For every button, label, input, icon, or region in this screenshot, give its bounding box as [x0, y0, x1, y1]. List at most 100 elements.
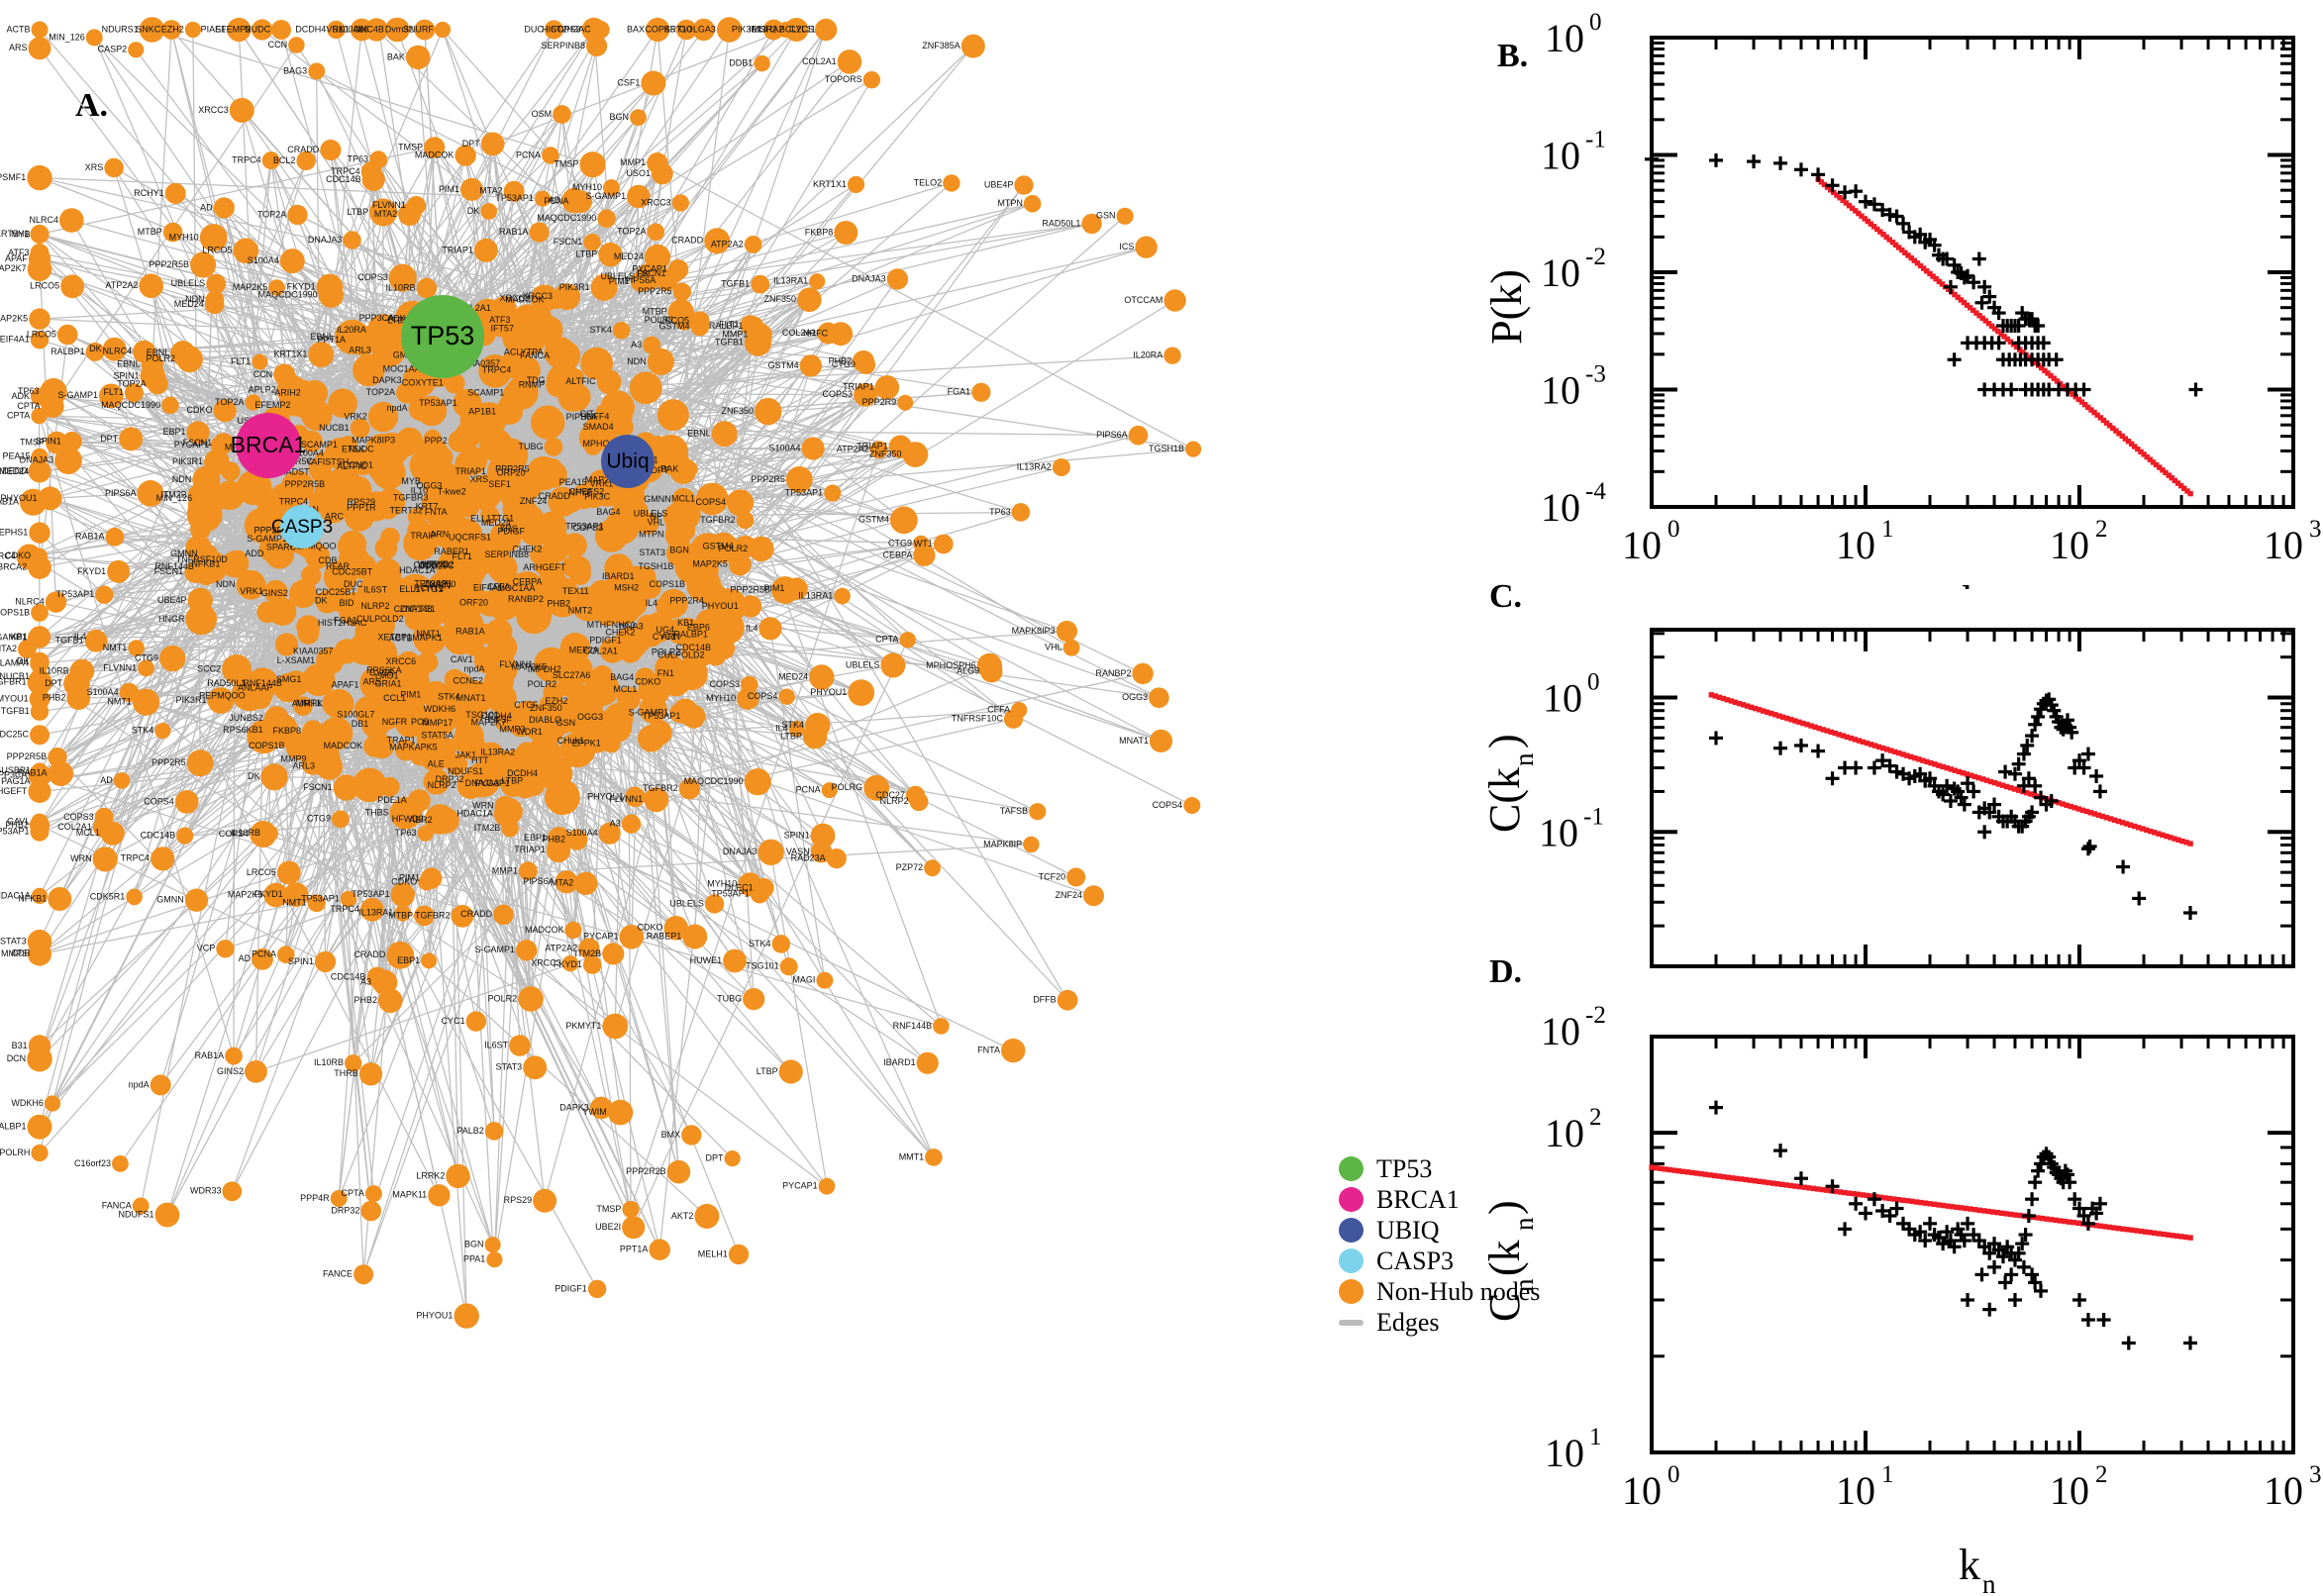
legend-label: BRCA1	[1376, 1184, 1460, 1214]
network-node	[544, 20, 564, 40]
network-node-label: BGN	[609, 112, 629, 122]
network-node-label: FANCA	[102, 1200, 132, 1210]
network-node	[28, 37, 51, 60]
network-node-label: FANCE	[323, 1269, 353, 1279]
network-node-label: NDUFS1	[448, 766, 483, 776]
network-graph: ARL3 npdA TP53AP1 SCAMP1 NLRP2 MOC1AA KIAA0357…	[0, 17, 1202, 1329]
network-node-label: ARHGEFT	[523, 562, 566, 572]
network-node-label: PHB2	[547, 598, 570, 608]
legend-color-swatch	[1339, 1279, 1364, 1304]
network-node	[716, 17, 743, 43]
network-node	[268, 597, 297, 626]
network-node-label: PCNA	[796, 784, 821, 794]
network-node	[854, 382, 877, 407]
network-node	[444, 576, 469, 603]
network-node	[457, 446, 488, 476]
network-node-label: OGG3	[416, 480, 442, 490]
network-node-label: GINS2	[261, 588, 288, 598]
network-node-label: NLRC4	[0, 551, 16, 561]
network-node-label: DCDH4	[507, 768, 538, 778]
network-node-label: TP63	[18, 386, 40, 396]
network-node-label: IL4	[775, 723, 788, 733]
network-node-label: CDC14B	[141, 831, 176, 841]
y-axis-label: P(k)	[1482, 269, 1531, 345]
network-node	[161, 20, 182, 40]
network-node	[132, 688, 160, 716]
legend-color-swatch	[1339, 1248, 1364, 1273]
network-node-label: L-XSAM1	[277, 655, 316, 665]
network-node	[417, 825, 434, 842]
hub-node-ubiq[interactable]	[601, 435, 655, 488]
hub-node-casp3[interactable]	[280, 505, 324, 549]
network-node-label: ATP2A2	[711, 239, 744, 249]
network-node	[1062, 639, 1080, 656]
network-node-label: TRPC4	[482, 364, 512, 374]
network-node-label: PHB2	[43, 692, 66, 702]
network-node-label: DNAJA3	[465, 778, 500, 788]
network-node	[416, 395, 448, 427]
network-node-label: PHYOU1	[0, 493, 37, 503]
plot-frame	[1650, 36, 2295, 509]
network-node	[466, 474, 503, 511]
network-node-label: LRCO5	[202, 246, 232, 255]
network-node	[186, 421, 210, 445]
network-node-label: CASP2	[98, 45, 128, 54]
network-node-label: COL2A1	[456, 303, 491, 313]
network-node	[561, 955, 579, 972]
legend-item-tp53: TP53	[1339, 1153, 1540, 1184]
hub-node-brca1[interactable]	[236, 413, 301, 478]
network-node-label: STAT3	[639, 548, 665, 557]
network-node	[428, 1184, 451, 1207]
network-node-label: EBP1	[162, 427, 185, 437]
network-node	[245, 1060, 267, 1083]
network-node-label: ATP2A2	[837, 445, 869, 454]
network-node-label: DPT	[45, 678, 63, 688]
network-node-label: S100A4	[566, 828, 598, 838]
network-node-label: CDKO	[637, 923, 662, 933]
network-node	[778, 1059, 803, 1084]
hub-node-tp53[interactable]	[401, 295, 484, 378]
plot-frame	[1650, 628, 2295, 968]
network-node-label: HDAC1A	[0, 890, 31, 900]
network-node	[596, 369, 622, 395]
network-node-label: XRCC3	[499, 293, 530, 303]
network-node-label: GUSBP1	[0, 765, 31, 775]
network-node-label: MTA2	[374, 209, 397, 219]
network-node-label: XRS	[499, 524, 518, 534]
network-node	[1163, 347, 1181, 364]
network-node	[1116, 207, 1134, 225]
network-node-label: S100A4	[248, 255, 279, 265]
network-node	[308, 62, 326, 80]
network-node	[31, 762, 49, 779]
network-node-label: TGFB1	[55, 636, 84, 646]
network-node	[288, 579, 318, 609]
network-node	[345, 1054, 362, 1072]
network-node-label: A3	[610, 819, 621, 829]
network-node-label: COL2A1	[57, 822, 92, 832]
network-node-label: XRCC3	[198, 105, 229, 115]
network-node-label: PPP2R5B	[149, 259, 189, 269]
network-node-label: IL4	[74, 632, 87, 642]
network-node	[137, 480, 164, 507]
network-node	[667, 259, 689, 280]
network-node	[810, 841, 833, 863]
network-node	[92, 847, 118, 872]
network-node-label: XRCC3	[641, 197, 671, 207]
network-node-label: RNF144B	[243, 678, 282, 688]
network-node	[176, 827, 194, 845]
network-node	[599, 577, 628, 607]
network-node-label: OGG3	[577, 712, 603, 722]
network-node-label: UBLELS	[600, 271, 635, 281]
network-node	[105, 527, 125, 547]
network-node-label: COPS3	[551, 24, 581, 34]
network-node-label: PDE1A	[377, 795, 407, 805]
network-node	[671, 194, 690, 212]
network-node-label: TP53AP1	[301, 893, 340, 903]
network-node	[916, 1051, 939, 1074]
network-node-label: DEDD	[2, 465, 28, 475]
network-node-label: RPS6KA	[366, 665, 402, 675]
network-node	[213, 433, 235, 454]
hub-label-ubiq: Ubiq	[606, 450, 649, 473]
network-node	[562, 382, 591, 412]
